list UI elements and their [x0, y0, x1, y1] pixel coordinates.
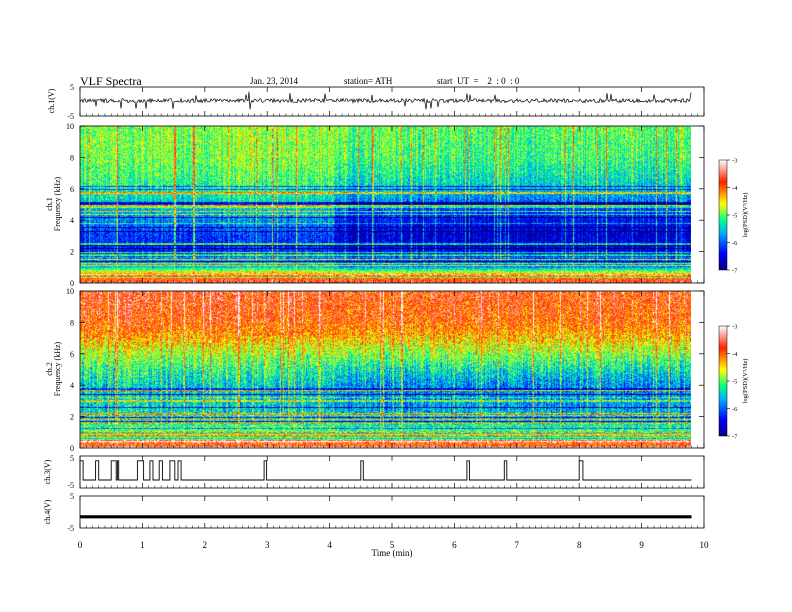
- ch2-spectrogram-panel: 0 2 4 6 8 10 ch.2 Frequency (kHz): [45, 287, 705, 453]
- ch2-spectrogram-yticks: 0 2 4 6 8 10: [66, 287, 704, 453]
- ch1-frequency-ytick-label: 6: [70, 185, 74, 194]
- ch2-frequency-ytick-label: 10: [66, 287, 74, 296]
- ch1-ytick-bottom: -5: [67, 112, 74, 121]
- ch1-colorbar-label: log(PSD)(V²/Hz): [742, 193, 749, 238]
- ch1-waveform-ylabel: ch.1(V): [47, 88, 56, 113]
- ch2-frequency-ytick-label: 4: [70, 381, 74, 390]
- ch1-frequency-ytick-label: 8: [70, 153, 74, 162]
- ch1-spectrogram-yticks: 0 2 4 6 8 10: [66, 122, 704, 288]
- ch2-colorbar-tick-label: -3: [732, 324, 737, 331]
- time-tick-label: 2: [203, 540, 208, 550]
- ch4-ytick-top: 5: [70, 492, 74, 501]
- ch1-waveform-panel: 5 -5 ch.1(V): [47, 83, 705, 121]
- time-tick-label: 3: [265, 540, 270, 550]
- time-tick-label: 8: [577, 540, 582, 550]
- header-start-time: start UT = 2 : 0 : 0: [437, 76, 520, 86]
- ch1-spectrogram-panel: 0 2 4 6 8 10 ch.1 Frequency (kHz): [45, 122, 705, 288]
- ch2-colorbar-label: log(PSD)(V²/Hz): [742, 359, 749, 404]
- ch1-colorbar-tick-label: -5: [732, 213, 737, 220]
- time-tick-label: 6: [452, 540, 457, 550]
- ch2-frequency-ytick-label: 6: [70, 350, 74, 359]
- ch1-colorbar: -3 -4 -5 -6 -7 log(PSD)(V²/Hz): [718, 158, 749, 275]
- header-station: station= ATH: [344, 76, 393, 86]
- ch2-spectrogram-ylabel-channel: ch.2: [45, 362, 54, 376]
- ch2-colorbar-tick-label: -5: [732, 379, 737, 386]
- time-axis-label: Time (min): [372, 548, 413, 558]
- ch1-frequency-ytick-label: 0: [70, 279, 74, 288]
- ch1-frequency-ytick-label: 2: [70, 248, 74, 257]
- time-tick-label: 7: [515, 540, 520, 550]
- ch1-colorbar-tick-label: -4: [732, 185, 738, 192]
- ch2-colorbar: -3 -4 -5 -6 -7 log(PSD)(V²/Hz): [718, 324, 749, 441]
- figure-title: VLF Spectra: [80, 74, 142, 88]
- ch2-colorbar-tick-label: -4: [732, 351, 738, 358]
- ch3-ytick-bottom: -5: [67, 481, 74, 490]
- ch3-waveform-trace: [79, 460, 692, 481]
- ch1-colorbar-gradient: [718, 159, 728, 271]
- time-tick-label: 4: [327, 540, 332, 550]
- ch3-waveform-ylabel: ch.3(V): [43, 459, 52, 484]
- ch1-waveform-trace: [79, 91, 692, 110]
- ch1-spectrogram-image: [80, 126, 691, 283]
- ch2-colorbar-tick-label: -7: [732, 434, 738, 441]
- ch1-colorbar-ticks: -3 -4 -5 -6 -7: [727, 158, 738, 275]
- ch2-colorbar-gradient: [718, 325, 728, 437]
- time-tick-label: 0: [78, 540, 83, 550]
- ch4-waveform-ylabel: ch.4(V): [43, 499, 52, 524]
- ch2-colorbar-ticks: -3 -4 -5 -6 -7: [727, 324, 738, 441]
- ch2-frequency-ytick-label: 0: [70, 444, 74, 453]
- ch2-colorbar-tick-label: -6: [732, 406, 738, 413]
- ch2-spectrogram-ylabel-frequency: Frequency (kHz): [53, 341, 62, 396]
- ch1-colorbar-tick-label: -3: [732, 158, 737, 165]
- ch1-ytick-top: 5: [70, 83, 74, 92]
- ch1-frequency-ytick-label: 4: [70, 216, 74, 225]
- ch1-spectrogram-ylabel-channel: ch.1: [45, 197, 54, 211]
- time-axis-ticks: [79, 87, 705, 528]
- ch3-ytick-top: 5: [70, 454, 74, 463]
- ch1-colorbar-tick-label: -6: [732, 240, 738, 247]
- ch1-spectrogram-ylabel-frequency: Frequency (kHz): [53, 176, 62, 231]
- ch2-frequency-ytick-label: 8: [70, 318, 74, 327]
- time-axis-tick-labels: 0 1 2 3 4 5 6 7 8 9 10: [78, 540, 709, 550]
- time-tick-label: 1: [140, 540, 145, 550]
- ch2-frequency-ytick-label: 2: [70, 413, 74, 422]
- time-tick-label: 5: [390, 540, 395, 550]
- ch1-colorbar-tick-label: -7: [732, 268, 738, 275]
- ch4-ytick-bottom: -5: [67, 524, 74, 533]
- ch1-frequency-ytick-label: 10: [66, 122, 74, 131]
- time-tick-label: 10: [700, 540, 710, 550]
- time-tick-label: 9: [639, 540, 644, 550]
- header-date: Jan. 23, 2014: [250, 76, 298, 86]
- ch2-spectrogram-image: [80, 291, 691, 448]
